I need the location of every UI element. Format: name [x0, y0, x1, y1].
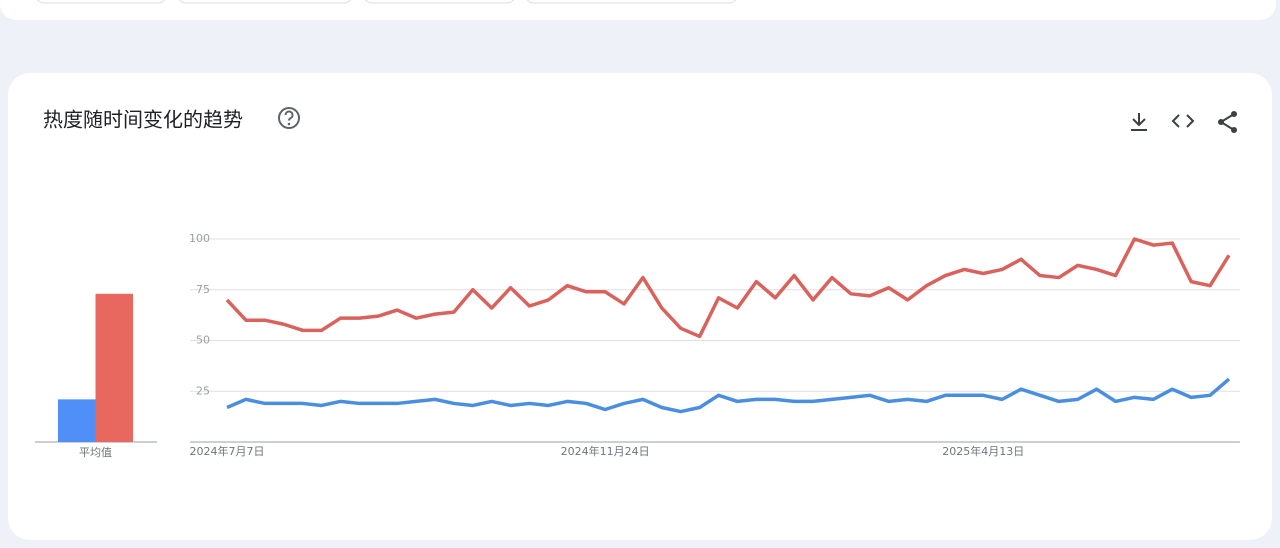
chip[interactable] [178, 0, 352, 4]
chip[interactable] [526, 0, 737, 4]
x-tick-label: 2024年7月7日 [190, 444, 265, 458]
embed-icon[interactable] [1171, 114, 1195, 128]
trend-line [225, 237, 1231, 339]
y-tick-label: 75 [196, 283, 210, 296]
top-card [0, 0, 1276, 20]
chip[interactable] [364, 0, 515, 4]
chip[interactable] [36, 0, 166, 4]
bar [58, 399, 96, 442]
x-tick-label: 2025年4月13日 [942, 444, 1024, 458]
share-icon[interactable] [1218, 111, 1237, 133]
x-tick-label: 2024年11月24日 [561, 444, 650, 458]
card-title: 热度随时间变化的趋势 [43, 108, 243, 132]
y-tick-label: 100 [189, 232, 210, 245]
bar [95, 293, 133, 442]
download-icon[interactable] [1131, 113, 1147, 131]
trend-line [226, 377, 1231, 414]
y-tick-label: 25 [196, 384, 210, 397]
help-icon[interactable] [278, 107, 300, 129]
y-tick-label: 50 [196, 334, 210, 347]
chart-card [8, 73, 1272, 540]
x-tick-label: 平均值 [79, 446, 112, 459]
